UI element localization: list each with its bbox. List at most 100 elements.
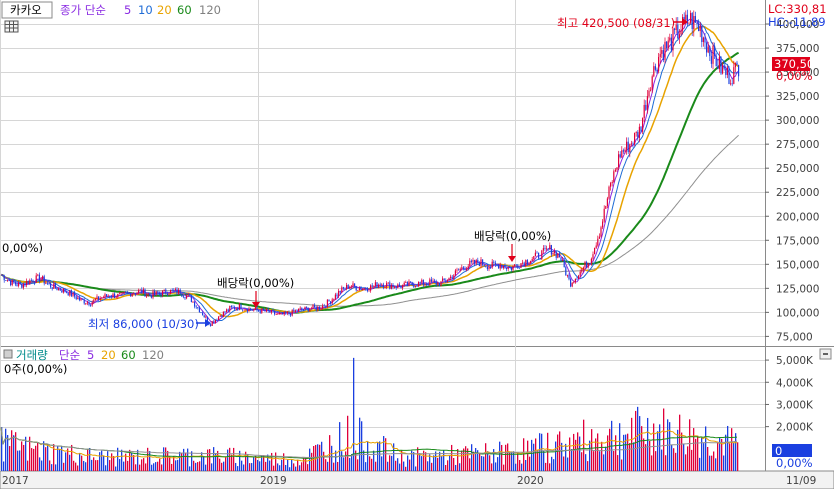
volume-bar xyxy=(169,455,171,471)
candle-body xyxy=(120,292,122,294)
volume-bar xyxy=(157,461,159,471)
candle-body xyxy=(472,260,474,262)
volume-last-change: 0,00% xyxy=(776,456,813,470)
candle-body xyxy=(219,315,221,317)
candle-body xyxy=(694,16,696,23)
candle-body xyxy=(509,267,511,269)
candle-body xyxy=(734,62,736,68)
candle-body xyxy=(173,290,175,291)
candle-body xyxy=(616,167,618,170)
candle-body xyxy=(75,296,77,300)
candle-body xyxy=(243,309,245,311)
volume-bar xyxy=(159,458,161,471)
candle-body xyxy=(704,37,706,43)
table-icon[interactable] xyxy=(4,20,19,33)
volume-bar xyxy=(669,422,671,471)
candle-body xyxy=(197,307,199,308)
candle-body xyxy=(731,83,733,85)
volume-bar xyxy=(1,427,3,471)
candle-body xyxy=(38,274,40,281)
volume-bar xyxy=(329,435,331,471)
vol-period-5: 5 xyxy=(87,348,94,362)
candle-body xyxy=(675,24,677,30)
volume-bar xyxy=(535,438,537,471)
volume-bar xyxy=(379,441,381,471)
candle-body xyxy=(312,305,314,309)
volume-bar xyxy=(447,460,449,471)
volume-bar xyxy=(565,443,567,471)
volume-bar xyxy=(31,448,33,471)
low-annotation: 최저 86,000 (10/30) xyxy=(88,317,199,331)
candle-body xyxy=(237,308,239,310)
candle-body xyxy=(64,288,66,293)
candle-body xyxy=(395,287,397,289)
volume-bar xyxy=(585,454,587,471)
volume-readout: 0주(0,00%) xyxy=(4,362,67,376)
candle-body xyxy=(109,295,111,297)
candle-body xyxy=(142,289,144,294)
candle-body xyxy=(56,287,58,291)
volume-bar xyxy=(83,460,85,471)
volume-bar xyxy=(245,451,247,471)
x-label-2019: 2019 xyxy=(260,475,287,487)
price-tick-label: 275,000 xyxy=(776,139,819,151)
volume-bar xyxy=(625,434,627,471)
candle-body xyxy=(680,30,682,35)
candle-body xyxy=(456,269,458,271)
candle-body xyxy=(595,245,597,248)
volume-bar xyxy=(107,451,109,471)
volume-bar xyxy=(397,458,399,471)
candle-body xyxy=(462,267,464,269)
candle-body xyxy=(266,309,268,312)
volume-bar xyxy=(635,410,637,471)
volume-bar xyxy=(139,464,141,471)
candle-body xyxy=(666,41,668,49)
volume-bar xyxy=(393,443,395,471)
ticker-box[interactable] xyxy=(1,1,53,19)
volume-bar xyxy=(641,426,643,471)
volume-bar xyxy=(459,463,461,471)
candle-body xyxy=(643,104,645,119)
dividend-annotation-2: 배당락(0,00%) xyxy=(474,229,551,243)
candle-body xyxy=(69,290,71,296)
candle-body xyxy=(221,315,223,317)
price-tick-label: 150,000 xyxy=(776,259,819,271)
candle-body xyxy=(162,290,164,296)
candle-body xyxy=(78,297,80,301)
candle-body xyxy=(587,263,589,268)
candle-body xyxy=(461,267,463,269)
volume-bar xyxy=(513,451,515,471)
volume-bar xyxy=(273,465,275,471)
volume-bar xyxy=(417,447,419,471)
candle-body xyxy=(450,276,452,278)
candle-body xyxy=(275,314,277,315)
candle-body xyxy=(184,297,186,299)
volume-bar xyxy=(91,459,93,471)
volume-bar xyxy=(495,462,497,471)
candle-body xyxy=(406,281,408,286)
volume-bar xyxy=(171,463,173,471)
candle-body xyxy=(458,269,460,271)
volume-bar xyxy=(549,463,551,471)
x-label-2017: 2017 xyxy=(2,475,29,487)
candle-body xyxy=(376,282,378,288)
volume-bar xyxy=(179,451,181,471)
candle-body xyxy=(101,297,103,299)
volume-bar xyxy=(211,463,213,471)
candle-body xyxy=(72,292,74,296)
candle-body xyxy=(578,275,580,279)
candle-body xyxy=(259,310,261,313)
candle-body xyxy=(130,293,132,297)
hc-readout: HC:-11,89 xyxy=(768,15,826,29)
candle-body xyxy=(504,265,506,268)
candle-body xyxy=(653,66,655,77)
volume-bar xyxy=(693,428,695,471)
candle-body xyxy=(174,289,176,291)
volume-bar xyxy=(431,462,433,471)
volume-bar xyxy=(697,435,699,471)
volume-tick-label: 5,000K xyxy=(776,355,814,367)
volume-bar xyxy=(265,461,267,471)
volume-bar xyxy=(215,453,217,471)
volume-bar xyxy=(277,463,279,471)
